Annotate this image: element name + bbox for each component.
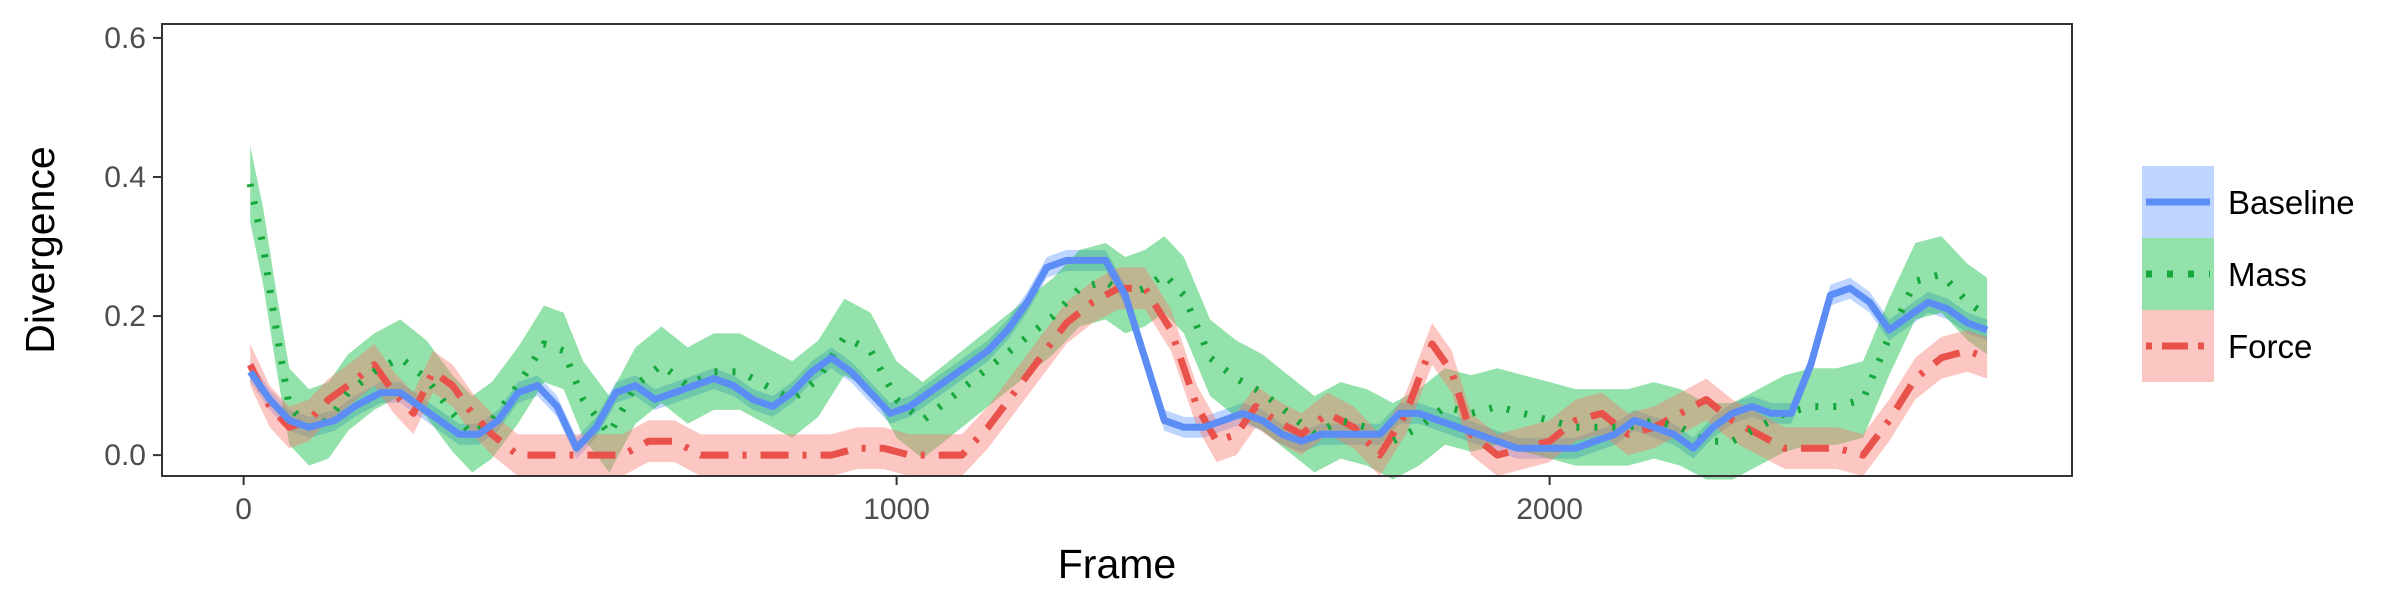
legend-item-force: Force — [2142, 310, 2312, 382]
y-tick-label: 0.0 — [104, 439, 146, 472]
plot-panel — [161, 23, 2073, 477]
legend-item-baseline: Baseline — [2142, 166, 2355, 238]
y-tick-label: 0.6 — [104, 22, 146, 55]
y-tick-label: 0.2 — [104, 300, 146, 333]
legend-label-force: Force — [2228, 328, 2312, 365]
x-axis-title: Frame — [1058, 541, 1176, 587]
y-axis-title: Divergence — [17, 146, 63, 353]
line-baseline — [247, 256, 1989, 452]
x-tick-label: 1000 — [863, 493, 930, 526]
band-force — [250, 267, 1988, 476]
axes: 0 1000 2000 0.0 0.2 0.4 0.6 Frame Divergence — [17, 22, 1583, 587]
x-tick-label: 2000 — [1516, 493, 1583, 526]
confidence-bands — [250, 145, 1988, 480]
legend-key-mass — [2142, 238, 2214, 310]
x-tick-label: 0 — [235, 493, 252, 526]
band-mass — [250, 145, 1988, 480]
y-tick-label: 0.4 — [104, 161, 146, 194]
line-mass — [246, 183, 1990, 445]
legend-label-baseline: Baseline — [2228, 184, 2355, 221]
legend-label-mass: Mass — [2228, 256, 2307, 293]
series-lines — [246, 183, 1990, 459]
legend: Baseline Mass Force — [2142, 166, 2355, 382]
legend-item-mass: Mass — [2142, 238, 2307, 310]
